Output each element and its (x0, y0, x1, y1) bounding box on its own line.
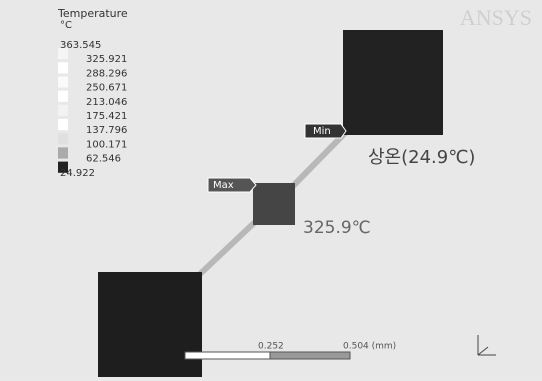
scale-bar (270, 352, 350, 359)
legend-label: 62.546 (86, 154, 121, 165)
legend-swatch (58, 91, 68, 102)
pad-top (343, 30, 443, 135)
ambient-annotation: 상온(24.9℃) (368, 147, 475, 168)
legend-label: 250.671 (86, 83, 127, 94)
legend-swatch (58, 119, 68, 130)
legend-swatch (58, 105, 68, 116)
page: Temperature °C 363.545325.921288.296250.… (0, 0, 542, 377)
legend-title: Temperature (57, 7, 128, 20)
scale-bar (185, 352, 270, 359)
logo: ANSYS (460, 5, 532, 30)
scale-label: 0.504 (mm) (343, 342, 396, 352)
legend-label: 325.921 (86, 54, 127, 65)
legend-label: 175.421 (86, 111, 127, 122)
legend-label: 288.296 (86, 68, 127, 79)
pad-bottom (98, 272, 202, 377)
legend-label: 137.796 (86, 125, 127, 136)
legend-swatch (58, 133, 68, 144)
scale-label: 0.252 (258, 342, 284, 352)
max-label: Max (213, 180, 234, 191)
peak-annotation: 325.9℃ (303, 218, 371, 238)
legend-unit: °C (60, 20, 72, 31)
legend-label: 24.922 (60, 168, 95, 179)
legend-swatch (58, 147, 68, 158)
min-label: Min (313, 126, 331, 137)
legend-swatch (58, 48, 68, 59)
viewport: Temperature °C 363.545325.921288.296250.… (0, 0, 542, 377)
legend-label: 100.171 (86, 139, 127, 150)
chip (253, 183, 295, 225)
legend-label: 213.046 (86, 97, 127, 108)
legend-swatch (58, 76, 68, 87)
legend-swatch (58, 62, 68, 73)
